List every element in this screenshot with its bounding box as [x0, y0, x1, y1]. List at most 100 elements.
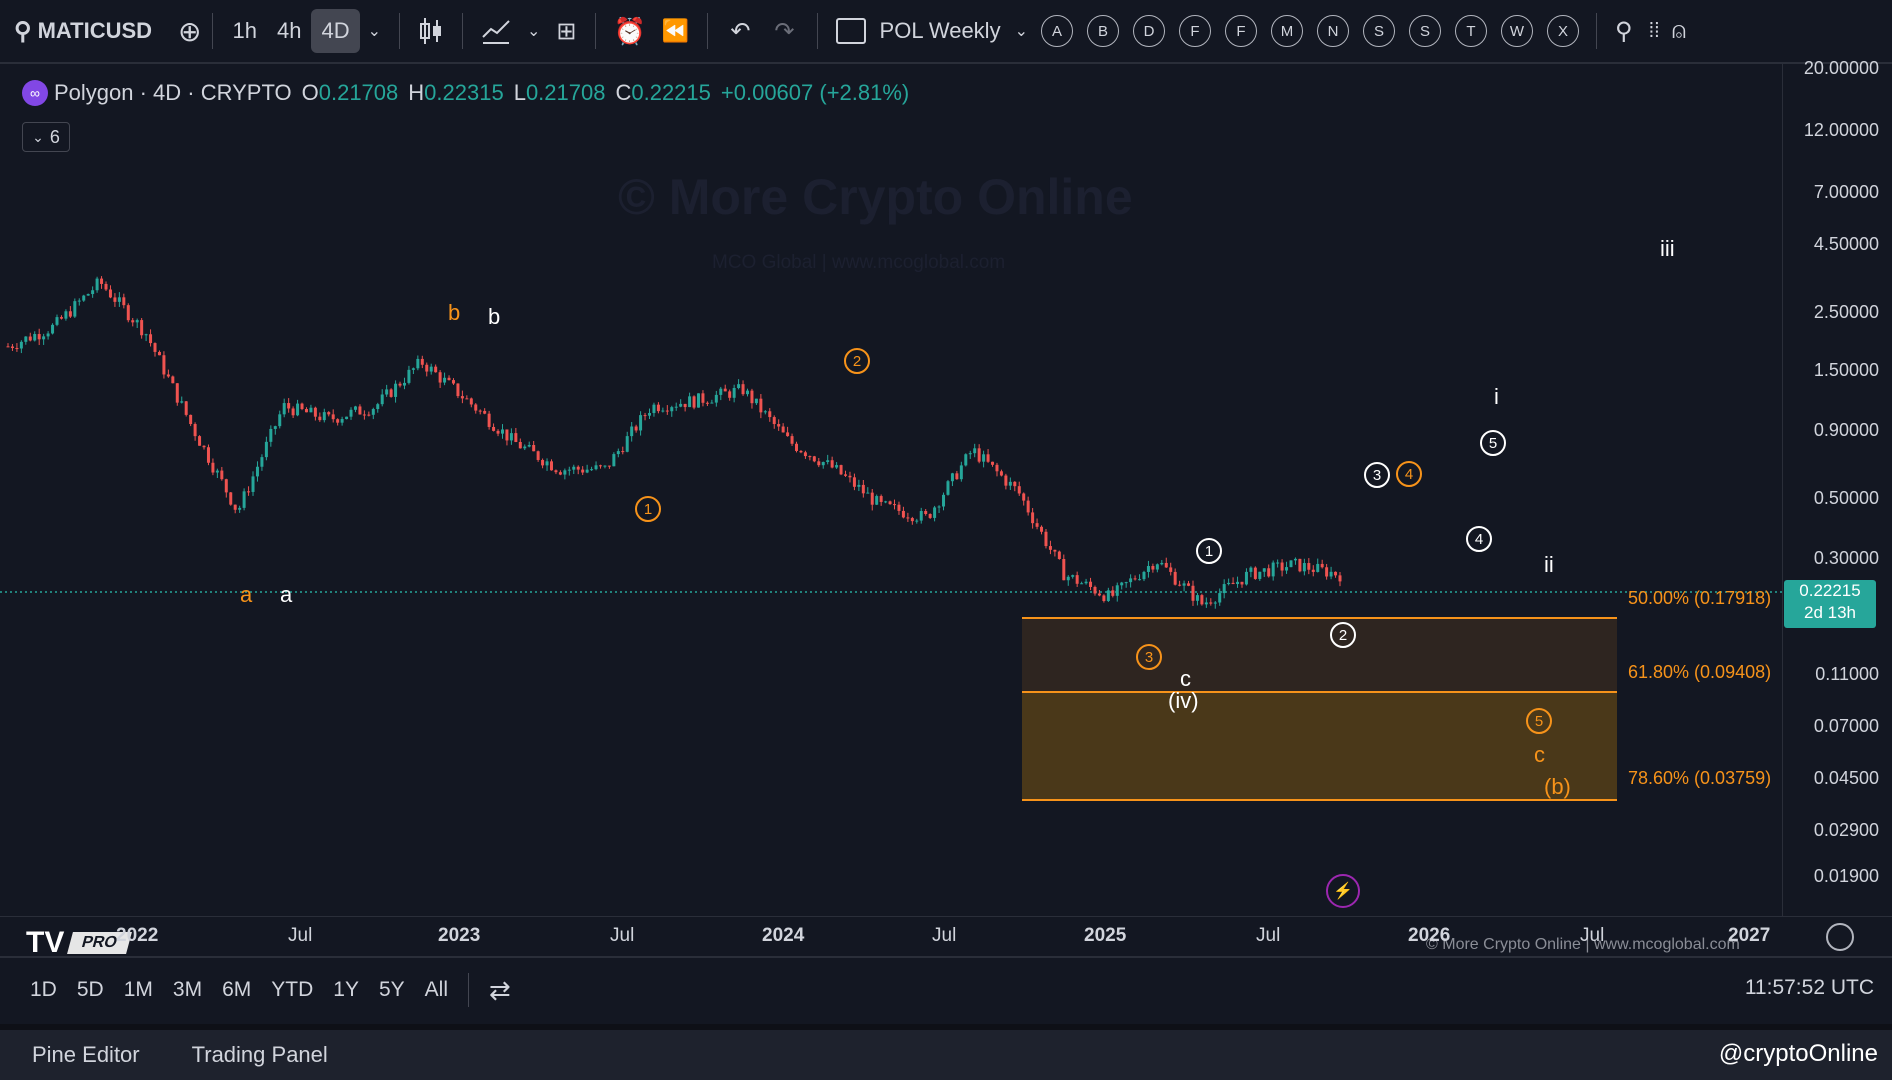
letter-button[interactable]: A	[1040, 15, 1073, 47]
legend-low-label: L	[513, 80, 526, 105]
candle-style-icon[interactable]	[410, 9, 452, 53]
candle-body	[1133, 578, 1137, 580]
range-1d[interactable]: 1D	[30, 978, 57, 1001]
candle-body	[304, 408, 308, 413]
timeframe-dropdown-chevron-icon[interactable]: ⌄	[367, 23, 382, 40]
letter-button[interactable]: D	[1132, 15, 1165, 47]
layout-save-button[interactable]: POL Weekly	[828, 9, 1009, 53]
candle-body	[719, 388, 723, 395]
time-tick: 2025	[1084, 925, 1127, 946]
alert-clock-icon[interactable]: ⏰	[613, 15, 646, 46]
candle-body	[59, 317, 63, 319]
range-all[interactable]: All	[424, 978, 448, 1001]
letter-button[interactable]: W	[1500, 15, 1533, 47]
range-1m[interactable]: 1M	[123, 978, 153, 1001]
candle-body	[407, 369, 411, 383]
compare-add-icon[interactable]: ⊕	[178, 15, 202, 47]
date-range-icon[interactable]: ⇄	[489, 974, 511, 1005]
symbol-search[interactable]: ⚲ MATICUSD	[14, 9, 152, 53]
legend-close: 0.22215	[631, 80, 711, 105]
timeframe-4h[interactable]: 4h	[277, 18, 302, 43]
quick-search-icon[interactable]: ⚲	[1614, 17, 1633, 45]
candle-body	[1089, 581, 1093, 587]
letter-button[interactable]: F	[1178, 15, 1211, 47]
candle-body	[621, 451, 625, 453]
undo-icon[interactable]: ↶	[730, 17, 751, 45]
indicators-chevron-icon[interactable]: ⌄	[527, 23, 541, 40]
wave-circle-4-white: 4	[1466, 526, 1492, 552]
letter-button[interactable]: F	[1224, 15, 1257, 47]
wave-label-ii: ii	[1544, 552, 1554, 577]
letter-button[interactable]: X	[1546, 15, 1579, 47]
candle-body	[523, 446, 527, 449]
range-6m[interactable]: 6M	[222, 978, 252, 1001]
candle-body	[10, 346, 14, 349]
letter-button[interactable]: T	[1454, 15, 1487, 47]
candle-body	[879, 496, 883, 502]
divider	[399, 13, 401, 49]
alert-person-icon[interactable]: ⍝	[1671, 17, 1687, 44]
candle-body	[661, 410, 665, 412]
candle-body	[193, 424, 197, 437]
letter-button[interactable]: B	[1086, 15, 1119, 47]
divider	[707, 13, 709, 49]
lightning-icon[interactable]: ⚡	[1326, 874, 1360, 908]
letter-button[interactable]: M	[1270, 15, 1303, 47]
candle-body	[518, 441, 522, 449]
replay-icon[interactable]: ⏪	[661, 18, 690, 43]
timeframe-1h[interactable]: 1h	[232, 18, 257, 43]
candle-body	[1187, 583, 1191, 586]
legend-title[interactable]: Polygon · 4D · CRYPTO	[54, 80, 292, 105]
gear-icon[interactable]	[1826, 923, 1854, 951]
candle-body	[714, 394, 718, 403]
candle-body	[389, 389, 393, 397]
layout-grid-icon[interactable]: ⊞	[556, 17, 577, 45]
candle-body	[1044, 531, 1048, 547]
candle-body	[153, 343, 157, 352]
range-bar: 1D 5D 1M 3M 6M YTD 1Y 5Y All ⇄ 11:57:52 …	[0, 956, 1892, 1022]
price-tick: 0.30000	[1813, 548, 1879, 568]
candle-body	[728, 391, 732, 398]
time-axis[interactable]: 2022 Jul 2023 Jul 2024 Jul 2025 Jul 2026…	[0, 916, 1892, 957]
price-scale[interactable]: 20.00000 12.00000 7.00000 4.50000 2.5000…	[1782, 58, 1892, 916]
candle-body	[1071, 575, 1075, 577]
redo-icon[interactable]: ↷	[774, 17, 795, 45]
tab-trading-panel[interactable]: Trading Panel	[191, 1042, 328, 1067]
range-5y[interactable]: 5Y	[378, 978, 405, 1001]
indicators-collapse-button[interactable]: ⌄ 6	[22, 122, 70, 152]
candle-body	[906, 517, 910, 519]
layout-chevron-icon[interactable]: ⌄	[1014, 23, 1028, 40]
letter-button[interactable]: N	[1316, 15, 1349, 47]
candle-body	[19, 341, 23, 349]
clock-time[interactable]: 11:57:52 UTC	[1744, 976, 1874, 999]
drag-handle-icon[interactable]: ⁞⁞	[1648, 19, 1660, 42]
range-5d[interactable]: 5D	[76, 978, 104, 1001]
candle-body	[420, 358, 424, 365]
wave-label-c-white: c	[1180, 666, 1191, 691]
candle-body	[848, 475, 852, 478]
timeframe-4d[interactable]: 4D	[311, 9, 360, 53]
range-1y[interactable]: 1Y	[333, 978, 359, 1001]
indicators-icon[interactable]	[473, 9, 519, 53]
range-3m[interactable]: 3M	[172, 978, 203, 1001]
candle-body	[353, 406, 357, 410]
legend-high: 0.22315	[424, 80, 504, 105]
candle-body	[763, 411, 767, 413]
tv-logo-icon: TV	[26, 926, 65, 959]
letter-button[interactable]: S	[1362, 15, 1395, 47]
candle-body	[264, 441, 268, 458]
candle-body	[1307, 563, 1311, 570]
candle-body	[1124, 582, 1128, 584]
tab-pine-editor[interactable]: Pine Editor	[32, 1042, 140, 1067]
range-ytd[interactable]: YTD	[271, 978, 314, 1001]
candle-body	[260, 457, 264, 467]
candle-body	[857, 484, 861, 487]
candle-body	[1169, 567, 1173, 572]
candle-body	[500, 429, 504, 434]
candle-body	[15, 348, 19, 350]
candle-body	[287, 403, 291, 409]
letter-button[interactable]: S	[1408, 15, 1441, 47]
candle-body	[24, 336, 28, 342]
time-tick: Jul	[288, 925, 313, 946]
chart-area[interactable]: © More Crypto Online MCO Global | www.mc…	[0, 64, 1782, 959]
